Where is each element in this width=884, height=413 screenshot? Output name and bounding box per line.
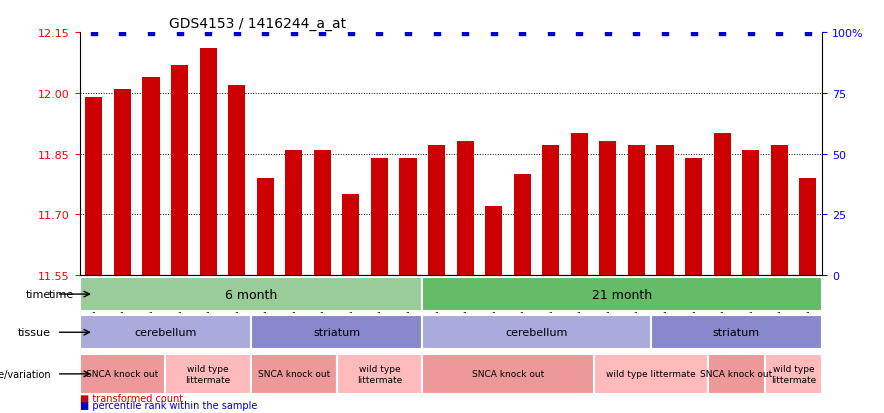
FancyBboxPatch shape [80, 277, 423, 311]
Bar [114, 90, 131, 275]
Text: wild type littermate: wild type littermate [606, 370, 696, 378]
Bar [599, 142, 616, 275]
Point [773, 30, 787, 36]
Bar [628, 146, 645, 275]
Bar [743, 150, 759, 275]
Point [486, 30, 500, 36]
Text: striatum: striatum [313, 328, 360, 337]
FancyBboxPatch shape [80, 354, 165, 394]
FancyBboxPatch shape [423, 277, 822, 311]
Bar [542, 146, 560, 275]
FancyBboxPatch shape [423, 315, 651, 349]
Bar [142, 78, 159, 275]
Bar [371, 158, 388, 275]
Point [544, 30, 558, 36]
Text: cerebellum: cerebellum [134, 328, 196, 337]
Bar [85, 97, 103, 275]
FancyBboxPatch shape [337, 354, 423, 394]
Bar [342, 195, 360, 275]
Point [515, 30, 530, 36]
Bar [571, 134, 588, 275]
Point [286, 30, 301, 36]
Point [344, 30, 358, 36]
FancyBboxPatch shape [594, 354, 708, 394]
FancyBboxPatch shape [765, 354, 822, 394]
Text: 21 month: 21 month [592, 288, 652, 301]
Bar [314, 150, 331, 275]
Bar [256, 178, 274, 275]
Point [658, 30, 672, 36]
Point [401, 30, 415, 36]
FancyBboxPatch shape [708, 354, 765, 394]
Text: 6 month: 6 month [225, 288, 277, 301]
Point [430, 30, 444, 36]
Text: cerebellum: cerebellum [506, 328, 568, 337]
Bar [428, 146, 446, 275]
FancyBboxPatch shape [80, 315, 251, 349]
Bar [771, 146, 788, 275]
Bar [685, 158, 702, 275]
Point [687, 30, 701, 36]
Point [144, 30, 158, 36]
Bar [514, 174, 530, 275]
Point [258, 30, 272, 36]
Text: SNCA knock out: SNCA knock out [700, 370, 773, 378]
Point [372, 30, 386, 36]
Point [715, 30, 729, 36]
Bar [171, 65, 188, 275]
FancyBboxPatch shape [651, 315, 822, 349]
Text: ■ percentile rank within the sample: ■ percentile rank within the sample [80, 400, 257, 410]
Point [201, 30, 215, 36]
Text: genotype/variation: genotype/variation [0, 369, 51, 379]
Point [801, 30, 815, 36]
Text: wild type
littermate: wild type littermate [771, 364, 816, 384]
Text: time: time [49, 290, 74, 299]
Bar [286, 150, 302, 275]
Point [743, 30, 758, 36]
Point [629, 30, 644, 36]
Point [572, 30, 586, 36]
Point [87, 30, 101, 36]
Text: SNCA knock out: SNCA knock out [257, 370, 330, 378]
Bar [713, 134, 731, 275]
Point [601, 30, 615, 36]
FancyBboxPatch shape [251, 315, 423, 349]
Point [172, 30, 187, 36]
Text: SNCA knock out: SNCA knock out [472, 370, 544, 378]
Bar [657, 146, 674, 275]
Point [458, 30, 472, 36]
Text: GDS4153 / 1416244_a_at: GDS4153 / 1416244_a_at [169, 17, 346, 31]
Point [230, 30, 244, 36]
Bar [400, 158, 416, 275]
FancyBboxPatch shape [251, 354, 337, 394]
Text: time: time [26, 290, 51, 299]
FancyBboxPatch shape [423, 354, 594, 394]
Bar [485, 206, 502, 275]
FancyBboxPatch shape [165, 354, 251, 394]
Text: wild type
littermate: wild type littermate [357, 364, 402, 384]
Bar [799, 178, 817, 275]
Text: tissue: tissue [18, 328, 51, 337]
Bar [456, 142, 474, 275]
Text: wild type
littermate: wild type littermate [186, 364, 231, 384]
Text: striatum: striatum [713, 328, 760, 337]
Point [115, 30, 129, 36]
Point [316, 30, 330, 36]
Text: SNCA knock out: SNCA knock out [87, 370, 158, 378]
Bar [200, 49, 217, 275]
Text: ■ transformed count: ■ transformed count [80, 393, 183, 403]
Bar [228, 85, 245, 275]
